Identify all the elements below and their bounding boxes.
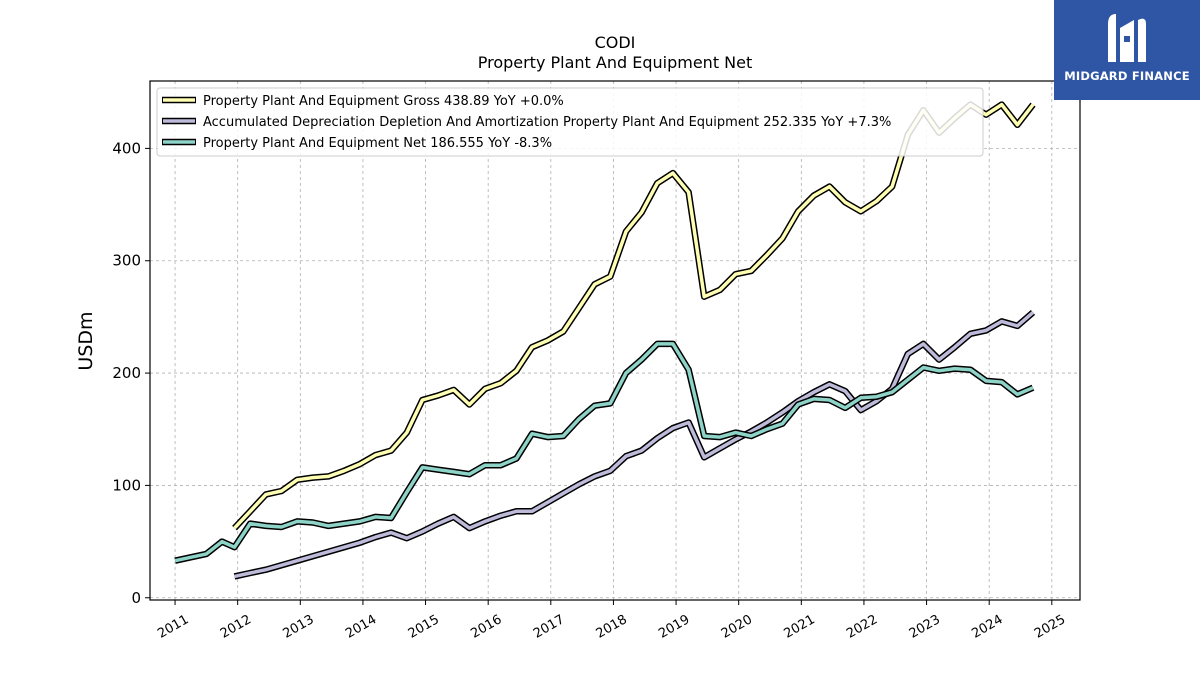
y-tick-label: 400 (112, 139, 141, 157)
midgard-finance-logo: MIDGARD FINANCE (1054, 0, 1200, 100)
y-axis: 0 100 200 300 400 (112, 139, 150, 607)
x-tick-label: 2015 (406, 612, 442, 642)
x-tick-label: 2014 (343, 612, 379, 642)
y-tick-label: 100 (112, 476, 141, 494)
logo-mark-icon (1108, 14, 1146, 63)
x-tick-label: 2022 (844, 612, 880, 642)
y-tick-label: 0 (131, 589, 141, 607)
x-tick-label: 2011 (155, 612, 191, 642)
y-axis-label: USDm (75, 311, 97, 370)
series-lines (174, 101, 1036, 580)
x-tick-label: 2025 (1032, 612, 1068, 642)
x-tick-label: 2017 (531, 612, 567, 642)
x-tick-label: 2019 (656, 612, 692, 642)
x-tick-label: 2023 (907, 612, 943, 642)
x-tick-label: 2021 (781, 612, 817, 642)
legend: Property Plant And Equipment Gross 438.8… (156, 87, 984, 157)
legend-label: Property Plant And Equipment Net 186.555… (203, 136, 552, 151)
x-tick-label: 2013 (280, 612, 316, 642)
x-axis: 2011 2012 2013 2014 2015 2016 2017 2018 2019 2020… (155, 600, 1068, 642)
y-tick-label: 200 (112, 364, 141, 382)
x-tick-label: 2012 (218, 612, 254, 642)
legend-label: Property Plant And Equipment Gross 438.8… (203, 94, 564, 109)
series-line (174, 342, 1034, 563)
x-tick-label: 2024 (969, 612, 1005, 642)
x-tick-label: 2016 (468, 612, 504, 642)
series-line (234, 311, 1035, 579)
chart-title: CODI (595, 33, 636, 52)
legend-label: Accumulated Depreciation Depletion And A… (203, 115, 891, 130)
x-tick-label: 2020 (719, 612, 755, 642)
chart-subtitle: Property Plant And Equipment Net (478, 53, 753, 72)
series-line-outline (174, 340, 1035, 564)
x-tick-label: 2018 (594, 612, 630, 642)
legend-box (156, 87, 984, 157)
logo-text: MIDGARD FINANCE (1064, 69, 1190, 83)
y-tick-label: 300 (112, 252, 141, 270)
series-line (233, 102, 1035, 530)
plot-frame (149, 80, 1081, 601)
